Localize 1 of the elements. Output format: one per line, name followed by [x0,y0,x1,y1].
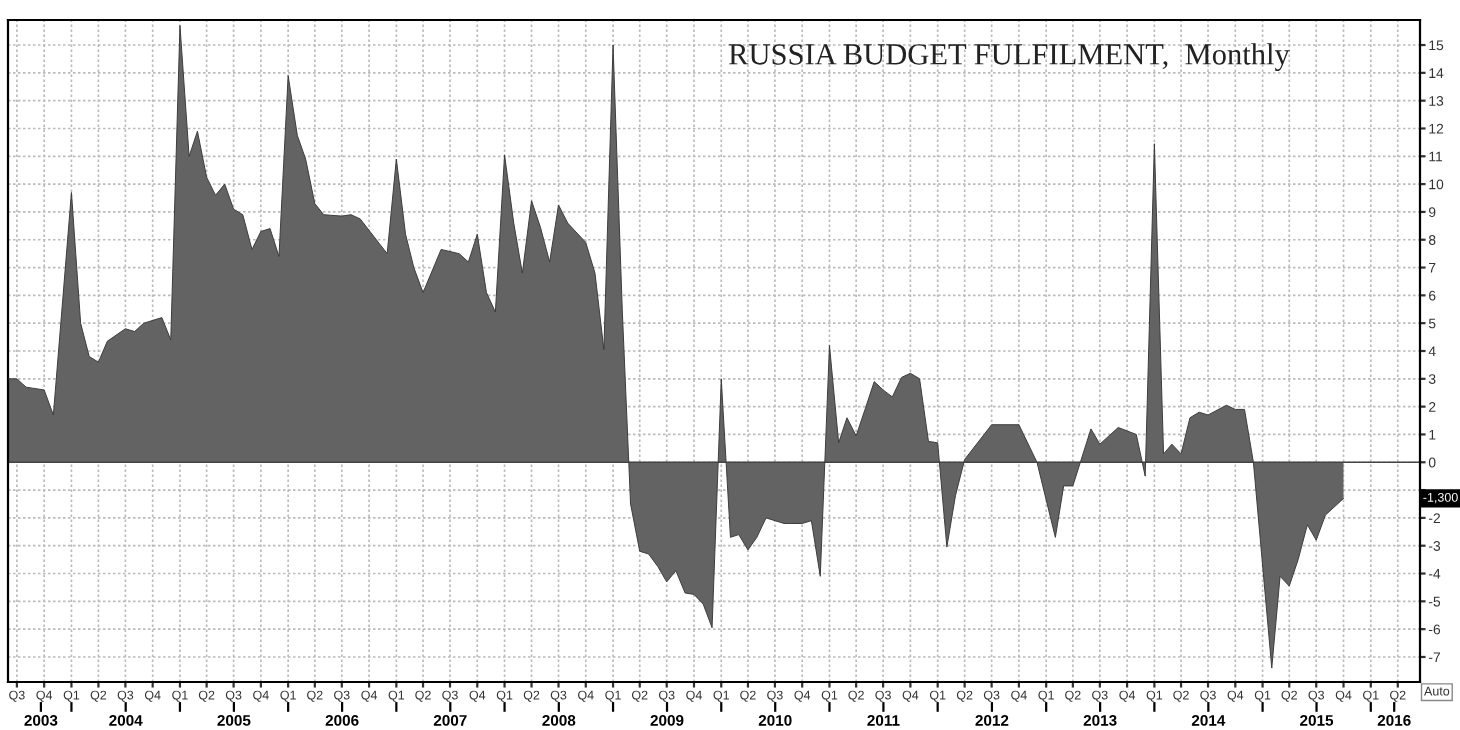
text: RUSSIA BUDGET FULFILMENT, Monthly [729,43,1290,71]
